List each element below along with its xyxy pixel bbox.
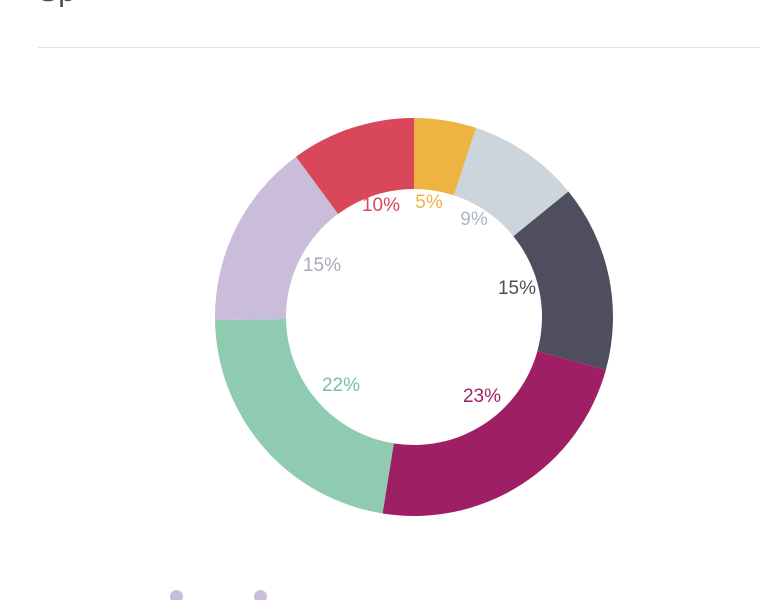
donut-value-labels: 5% 9% 15% 23% 22% 15% 10%	[303, 192, 536, 407]
donut-slice[interactable]	[215, 319, 394, 514]
slice-value-label: 15%	[303, 255, 341, 276]
donut-slice[interactable]	[382, 351, 606, 517]
slice-value-label: 5%	[415, 192, 443, 213]
chart-legend	[170, 590, 274, 600]
donut-slice[interactable]	[414, 118, 477, 196]
donut-slice[interactable]	[296, 118, 414, 214]
legend-swatch-icon	[170, 590, 183, 600]
header-divider	[38, 47, 760, 48]
donut-slice[interactable]	[453, 127, 569, 237]
slice-value-label: 9%	[460, 209, 488, 230]
slice-value-label: 15%	[498, 278, 536, 299]
slice-value-label: 22%	[322, 375, 360, 396]
legend-item[interactable]	[254, 590, 274, 600]
legend-item[interactable]	[170, 590, 190, 600]
legend-swatch-icon	[254, 590, 267, 600]
donut-slice[interactable]	[215, 156, 339, 321]
donut-slice[interactable]	[513, 191, 613, 371]
page-title: Sp	[38, 0, 722, 14]
donut-slices	[215, 118, 613, 517]
slice-value-label: 23%	[463, 386, 501, 407]
slice-value-label: 10%	[362, 195, 400, 216]
